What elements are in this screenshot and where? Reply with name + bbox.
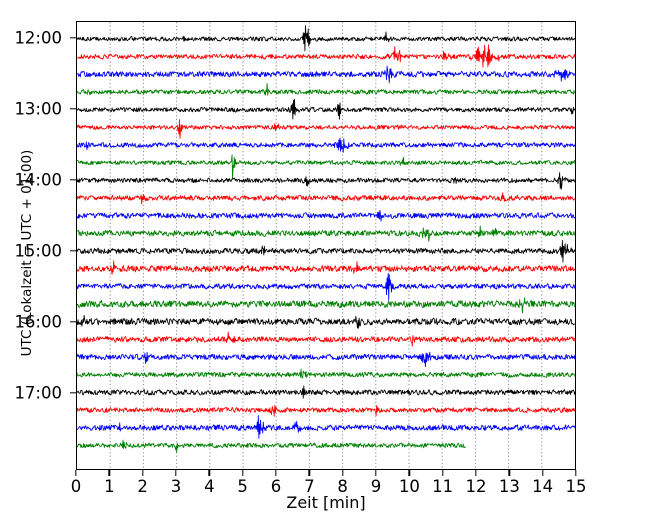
x-tick-label: 8 — [337, 477, 348, 496]
x-tick-mark — [308, 470, 311, 476]
x-tick-label: 1 — [104, 477, 115, 496]
seismogram-trace — [77, 119, 575, 139]
seismogram-trace — [77, 137, 575, 153]
seismogram-trace — [77, 405, 575, 417]
x-tick-label: 7 — [304, 477, 315, 496]
y-axis-ticks: 12:00 13:00 14:00 15:00 16:00 17:00 — [0, 0, 76, 520]
seismogram-trace — [77, 25, 575, 52]
x-tick-mark — [508, 470, 511, 476]
seismogram-trace — [77, 172, 575, 190]
y-tick-label: 15:00 — [14, 241, 62, 261]
seismogram-trace — [77, 225, 575, 242]
seismogram-trace — [77, 239, 575, 263]
x-tick-label: 14 — [532, 477, 554, 496]
y-axis-title: UTC (Lokalzeit = UTC + 01:00) — [19, 149, 35, 357]
seismogram-trace — [77, 351, 575, 368]
x-tick-mark — [208, 470, 211, 476]
seismogram-traces — [77, 25, 575, 453]
seismogram-trace — [77, 385, 575, 399]
x-tick-mark — [241, 470, 244, 476]
x-tick-mark — [408, 470, 411, 476]
seismogram-trace — [77, 297, 575, 314]
x-tick-mark — [375, 470, 377, 476]
x-tick-mark — [441, 470, 444, 476]
x-tick-mark — [141, 470, 144, 476]
y-tick-mark — [70, 37, 76, 39]
seismogram-trace — [77, 272, 575, 301]
x-tick-label: 13 — [498, 477, 520, 496]
x-tick-label: 15 — [565, 477, 587, 496]
x-tick-label: 0 — [70, 477, 82, 496]
y-tick-label: 13:00 — [14, 99, 62, 119]
y-tick-mark — [70, 108, 76, 110]
x-tick-mark — [475, 470, 477, 476]
seismogram-trace — [77, 415, 575, 439]
x-tick-label: 11 — [432, 477, 454, 496]
x-tick-label: 9 — [370, 477, 382, 496]
x-tick-mark — [108, 470, 111, 476]
y-tick-mark — [70, 321, 76, 323]
seismogram-trace — [77, 83, 575, 96]
x-tick-label: 10 — [398, 477, 420, 496]
seismogram-trace — [77, 368, 575, 379]
seismogram-trace — [77, 192, 575, 205]
y-tick-mark — [70, 179, 76, 181]
seismogram-trace — [77, 154, 575, 180]
seismogram-trace — [77, 65, 575, 84]
y-tick-mark — [70, 392, 76, 394]
x-tick-mark — [175, 470, 177, 476]
y-tick-label: 12:00 — [14, 28, 62, 48]
seismogram-trace — [77, 44, 575, 68]
x-axis-ticks: 0 1 2 3 4 5 6 7 8 9 10 11 12 13 14 15 — [0, 470, 650, 520]
x-tick-label: 5 — [237, 477, 248, 496]
y-tick-mark — [70, 250, 76, 252]
plot-area — [76, 21, 576, 470]
seismogram-trace — [77, 331, 575, 347]
y-tick-label: 17:00 — [14, 383, 62, 403]
x-tick-label: 12 — [465, 477, 487, 496]
x-tick-mark — [341, 470, 344, 476]
seismogram-trace — [77, 314, 575, 329]
x-tick-label: 3 — [170, 477, 182, 496]
x-tick-label: 4 — [204, 477, 215, 496]
x-tick-mark — [75, 470, 77, 476]
x-axis-title: Zeit [min] — [286, 493, 366, 512]
x-tick-mark — [575, 470, 577, 476]
y-tick-label: 14:00 — [14, 170, 62, 190]
seismogram-trace — [77, 439, 466, 453]
seismogram-trace — [77, 98, 575, 120]
x-tick-label: 2 — [137, 477, 148, 496]
x-tick-label: 6 — [270, 477, 282, 496]
seismogram-trace — [77, 260, 575, 275]
x-tick-mark — [275, 470, 277, 476]
seismogram-trace — [77, 210, 575, 222]
x-tick-mark — [541, 470, 544, 476]
y-tick-label: 16:00 — [14, 312, 62, 332]
